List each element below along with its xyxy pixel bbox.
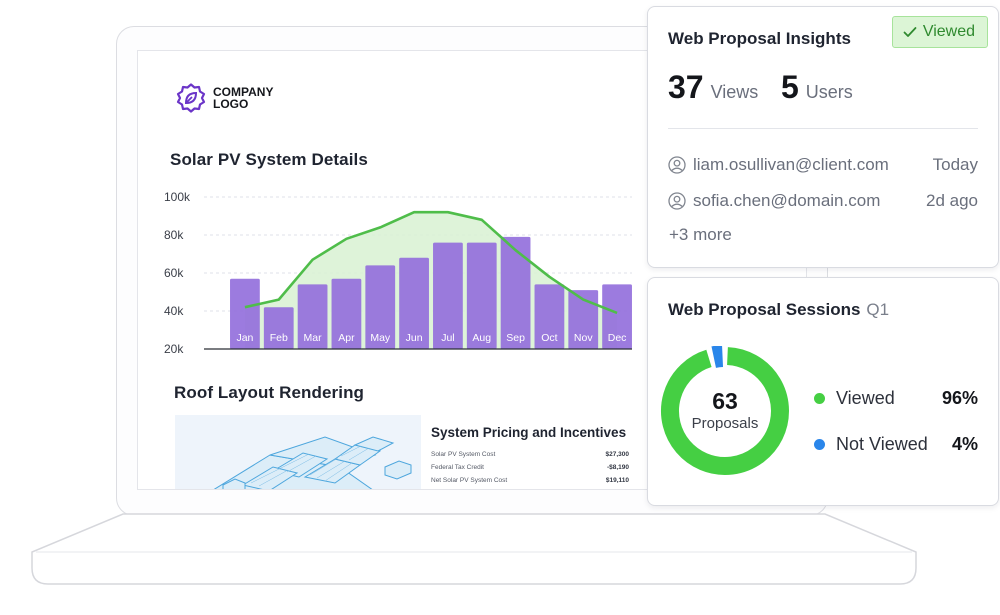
bar-sep [500, 236, 531, 349]
pricing-row: Solar PV System Cost $27,300 [431, 448, 629, 461]
pricing-row: Federal Tax Credit -$8,190 [431, 461, 629, 474]
x-tick-label: Aug [472, 332, 491, 344]
pricing-table: System Pricing and Incentives Solar PV S… [431, 425, 629, 487]
pricing-label: Federal Tax Credit [431, 464, 484, 471]
donut-center: 63 Proposals [660, 346, 790, 476]
x-tick-label: Feb [270, 332, 288, 344]
users-count: 5 [781, 69, 799, 105]
viewed-badge-label: Viewed [922, 23, 975, 40]
proposal-insights-card: Web Proposal Insights Viewed 37 Views 5 … [647, 6, 999, 268]
y-tick-label: 80k [164, 228, 184, 242]
viewer-time: Today [932, 155, 978, 174]
insights-divider [668, 128, 978, 129]
pricing-value: $27,300 [605, 451, 630, 458]
legend-not-viewed: Not Viewed 4% [814, 434, 978, 455]
bar-apr [331, 278, 362, 349]
user-circle-icon [668, 156, 686, 174]
production-line [244, 210, 618, 315]
badge-leaf-icon [176, 83, 206, 113]
x-tick-label: Oct [541, 332, 557, 344]
x-tick-label: Sep [506, 332, 525, 344]
views-label: Views [710, 82, 759, 102]
check-icon [903, 27, 917, 37]
energy-chart: 20k 40k 60k 80k 100k Jan Feb Mar Apr May Jun Jul Aug… [164, 190, 632, 356]
x-tick-label: Jul [441, 332, 454, 344]
proposals-total: 63 [712, 388, 738, 414]
legend-dot-viewed [814, 393, 825, 404]
roof-rendering [175, 415, 421, 489]
solar-details-heading: Solar PV System Details [170, 150, 368, 169]
donut-segment-viewed [661, 347, 789, 475]
proposal-sessions-card: Web Proposal Sessions Q1 63 Proposals Vie… [647, 277, 999, 506]
bar-jul [433, 242, 463, 349]
x-tick-label: Jun [406, 332, 423, 344]
more-viewers-link[interactable]: +3 more [669, 225, 732, 244]
viewer-email: sofia.chen@domain.com [693, 191, 881, 210]
company-logo: COMPANY LOGO [176, 83, 285, 113]
viewer-row[interactable]: liam.osullivan@client.com Today [668, 155, 978, 175]
bar-feb [263, 307, 294, 349]
bar-may [365, 265, 396, 349]
views-stat: 37 Views [668, 69, 758, 106]
pricing-title: System Pricing and Incentives [431, 425, 627, 440]
legend-name: Viewed [836, 388, 895, 408]
bar-aug [466, 242, 497, 349]
viewer-email: liam.osullivan@client.com [693, 155, 889, 174]
user-circle-icon [668, 192, 686, 210]
sessions-title-text: Web Proposal Sessions [668, 300, 861, 319]
x-tick-label: Nov [574, 332, 593, 344]
pricing-value: -$8,190 [606, 464, 629, 471]
legend-name: Not Viewed [836, 434, 928, 454]
y-tick-label: 40k [164, 304, 184, 318]
x-tick-label: May [370, 332, 391, 344]
pricing-label: Net Solar PV System Cost [431, 477, 508, 484]
y-tick-label: 100k [164, 190, 191, 204]
sessions-title: Web Proposal Sessions Q1 [668, 300, 889, 320]
legend-viewed: Viewed 96% [814, 388, 978, 409]
legend-dot-not-viewed [814, 439, 825, 450]
bar-jun [399, 257, 429, 349]
x-tick-label: Mar [304, 332, 323, 344]
bar-jan [230, 278, 260, 349]
logo-text: COMPANY LOGO [213, 85, 274, 111]
bar-dec [602, 284, 632, 349]
y-tick-label: 20k [164, 342, 184, 356]
proposals-label: Proposals [691, 415, 759, 432]
viewer-row[interactable]: sofia.chen@domain.com 2d ago [668, 191, 978, 211]
roof-layout-heading: Roof Layout Rendering [174, 383, 365, 402]
sessions-period[interactable]: Q1 [866, 300, 890, 319]
pricing-row: Net Solar PV System Cost $19,110 [431, 474, 629, 487]
laptop-base [31, 513, 917, 585]
viewed-badge: Viewed [891, 16, 988, 48]
donut-segment-not-viewed [711, 346, 724, 368]
x-tick-label: Jan [236, 332, 253, 344]
bar-nov [568, 290, 599, 349]
bar-mar [297, 284, 328, 349]
x-tick-label: Dec [608, 332, 627, 344]
pricing-label: Solar PV System Cost [431, 451, 496, 458]
pricing-value: $19,110 [605, 477, 629, 484]
legend-percent: 4% [951, 434, 978, 454]
bar-oct [534, 284, 565, 349]
viewer-time: 2d ago [926, 191, 978, 210]
insights-title: Web Proposal Insights [668, 29, 851, 48]
users-stat: 5 Users [781, 69, 853, 106]
y-tick-label: 60k [164, 266, 184, 280]
sessions-donut-chart [661, 346, 789, 475]
users-label: Users [805, 82, 853, 102]
views-count: 37 [668, 69, 704, 105]
legend-percent: 96% [941, 388, 978, 408]
proposal-document: COMPANY LOGO Solar PV System Details 20k… [137, 50, 807, 490]
x-tick-label: Apr [338, 332, 355, 344]
